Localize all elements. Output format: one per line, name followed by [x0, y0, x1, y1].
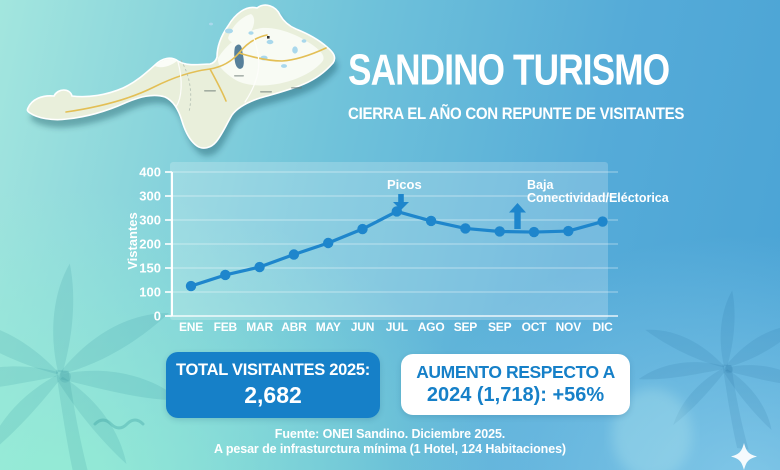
svg-text:SEP: SEP [454, 320, 478, 334]
svg-text:MAY: MAY [316, 320, 341, 334]
svg-text:OCT: OCT [522, 320, 548, 334]
svg-text:JUL: JUL [386, 320, 408, 334]
svg-text:200: 200 [139, 237, 161, 252]
map-secondary-roads [175, 35, 260, 108]
map-white-area [228, 14, 255, 43]
annotation-picos-text: Picos [387, 177, 422, 192]
increase-box: AUMENTO RESPECTO A 2024 (1,718): +56% [401, 354, 630, 415]
annotation-baja: Baja Conectividad/Eléctorica [527, 179, 669, 205]
total-visitors-value: 2,682 [244, 382, 302, 408]
y-axis-label: Vistantes [125, 212, 140, 270]
header: SANDINO TURISMO CIERRA EL AÑO CON REPUNT… [348, 46, 713, 123]
svg-text:150: 150 [139, 261, 161, 276]
svg-text:300: 300 [139, 213, 161, 228]
footer: Fuente: ONEI Sandino. Diciembre 2025. A … [0, 427, 780, 457]
svg-text:NOV: NOV [556, 320, 582, 334]
svg-text:SEP: SEP [488, 320, 512, 334]
sandino-map [8, 0, 342, 162]
increase-value: 2024 (1,718): +56% [426, 384, 605, 406]
svg-text:ENE: ENE [179, 320, 203, 334]
map-white-area [217, 27, 324, 86]
chart-panel [170, 162, 608, 320]
svg-text:ABR: ABR [281, 320, 307, 334]
page-title: SANDINO TURISMO [348, 46, 670, 95]
svg-text:100: 100 [139, 285, 161, 300]
visitors-line-chart: 400 300 300 200 150 100 0 ENE FEB MAR ABR MAY JUN JUL… [139, 165, 618, 334]
increase-label: AUMENTO RESPECTO A [416, 362, 615, 382]
map-roads [65, 34, 327, 113]
map-lakes [209, 22, 307, 68]
source-note: Fuente: ONEI Sandino. Diciembre 2025. [274, 427, 506, 441]
svg-text:DIC: DIC [593, 320, 614, 334]
svg-text:JUN: JUN [351, 320, 374, 334]
svg-text:0: 0 [154, 309, 161, 324]
svg-text:MAR: MAR [246, 320, 273, 334]
page-subtitle: CIERRA EL AÑO CON REPUNTE DE VISITANTES [348, 105, 685, 124]
map-micro-labels [204, 75, 302, 93]
map-boundary [180, 59, 192, 113]
svg-text:300: 300 [139, 189, 161, 204]
svg-text:AGO: AGO [418, 320, 445, 334]
annotation-baja-line2: Conectividad/Eléctorica [527, 191, 669, 205]
annotation-picos: Picos [387, 177, 422, 192]
waves-icon [93, 418, 145, 430]
map-white-area [155, 58, 177, 68]
glow-blob [612, 388, 692, 470]
infrastructure-note: A pesar de infrasturctura mínima (1 Hote… [214, 442, 566, 456]
svg-text:FEB: FEB [214, 320, 238, 334]
svg-text:400: 400 [139, 165, 161, 180]
annotation-baja-line1: Baja [527, 178, 554, 192]
sparkle-icon [731, 443, 757, 470]
map-town-dot [267, 36, 270, 39]
total-visitors-box: TOTAL VISITANTES 2025: 2,682 [166, 352, 380, 418]
total-visitors-label: TOTAL VISITANTES 2025: [176, 361, 370, 379]
